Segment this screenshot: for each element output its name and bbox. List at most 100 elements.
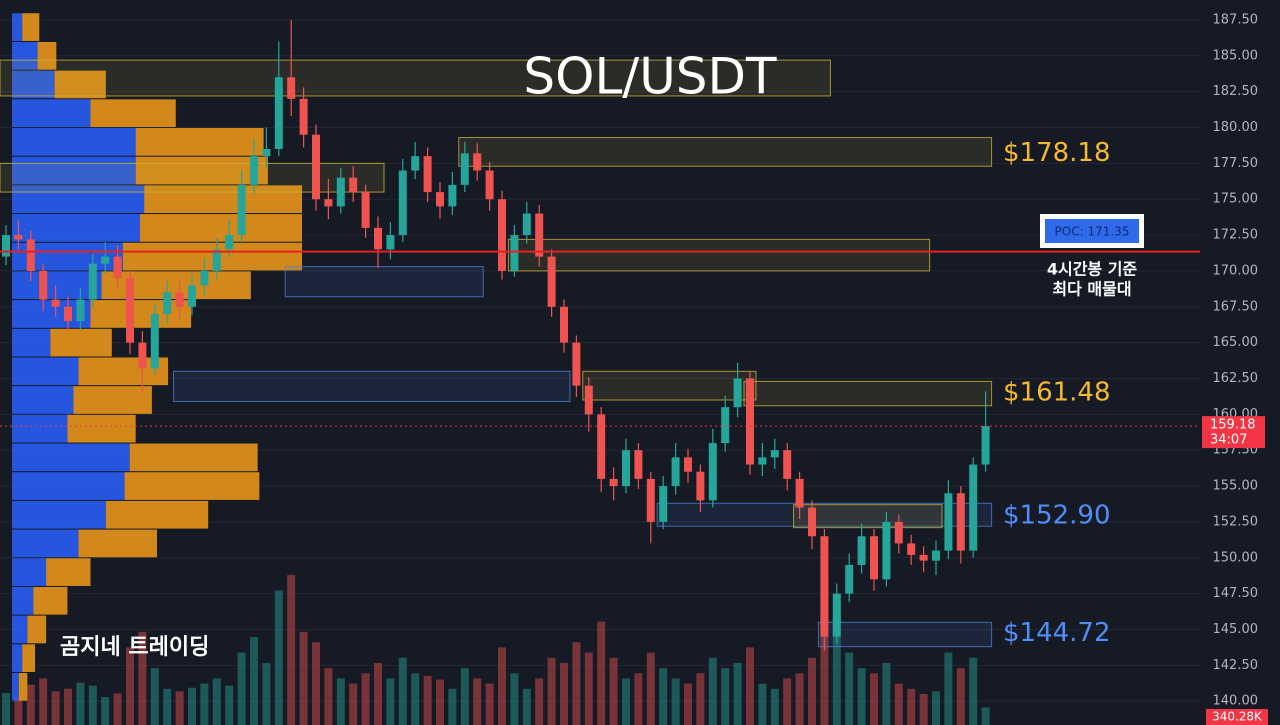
candle-body	[126, 278, 134, 343]
volume-tag	[1206, 709, 1268, 725]
volume-bar	[907, 688, 916, 725]
volume-bar	[188, 687, 196, 725]
profile-buy	[12, 529, 79, 558]
profile-sell	[135, 128, 264, 156]
candle-body	[956, 493, 965, 551]
profile-sell	[46, 558, 91, 586]
annotation: 4시간봉 기준	[1047, 260, 1138, 279]
volume-bar	[708, 657, 717, 725]
candle-body	[163, 292, 172, 314]
volume-bar	[101, 697, 110, 725]
volume-bar	[349, 683, 358, 725]
y-tick-label: 147.50	[1213, 586, 1259, 601]
candle-body	[88, 263, 97, 300]
candle-body	[845, 564, 854, 594]
volume-bar	[783, 678, 792, 725]
volume-bar	[969, 657, 978, 725]
candle-body	[287, 77, 296, 99]
candle-body	[237, 184, 246, 236]
volume-bar	[758, 683, 767, 725]
volume-tag-label: 340.28K	[1212, 710, 1263, 724]
candle-body	[336, 177, 345, 207]
candle-body	[212, 249, 221, 271]
profile-sell	[22, 13, 40, 41]
candle-body	[324, 199, 333, 207]
volume-bar	[150, 668, 159, 725]
profile-buy	[12, 357, 79, 386]
candle-body	[708, 443, 717, 501]
candle-body	[721, 407, 730, 444]
last-price-tag	[1202, 416, 1265, 449]
volume-bar	[113, 693, 122, 725]
candle-body	[584, 385, 593, 415]
candle-body	[250, 156, 258, 185]
volume-bar	[64, 688, 72, 725]
candle-body	[436, 192, 444, 207]
profile-sell	[139, 214, 302, 242]
profile-sell	[73, 386, 152, 414]
volume-bar	[200, 683, 209, 725]
candle-body	[225, 235, 234, 250]
volume-bar	[684, 683, 692, 725]
y-tick-label: 152.50	[1213, 514, 1259, 529]
candle-body	[76, 299, 85, 322]
volume-bar	[746, 647, 754, 725]
candle-body	[374, 227, 382, 250]
candle-body	[398, 170, 407, 236]
volume-bar	[795, 673, 804, 725]
candle-body	[932, 550, 940, 561]
zone	[458, 137, 993, 167]
volume-bar	[832, 616, 841, 725]
candle-body	[150, 313, 159, 369]
watermark: 곰지네 트레이딩	[60, 635, 209, 660]
profile-sell	[144, 185, 302, 214]
candle-body	[684, 457, 692, 472]
profile-sell	[54, 70, 106, 99]
volume-bar	[76, 682, 85, 725]
volume-bar	[274, 590, 283, 725]
volume-bar	[919, 693, 928, 725]
candle-body	[547, 256, 556, 307]
volume-bar	[485, 683, 494, 725]
price-label: $178.18	[1003, 138, 1111, 168]
candle-body	[981, 426, 990, 465]
zone	[817, 621, 993, 648]
y-tick-label: 150.00	[1213, 550, 1259, 565]
volume-bar	[386, 678, 395, 725]
volume-bar	[547, 657, 556, 725]
y-tick-label: 187.50	[1213, 12, 1259, 27]
profile-buy	[12, 185, 145, 214]
candle-body	[274, 77, 283, 150]
volume-bar	[312, 642, 320, 725]
volume-bar	[2, 692, 10, 725]
candle-body	[411, 156, 420, 171]
profile-sell	[129, 443, 258, 472]
candle-body	[101, 256, 110, 264]
y-tick-label: 167.50	[1213, 299, 1259, 314]
zone	[284, 266, 484, 298]
candle-body	[783, 450, 792, 479]
volume-bar	[175, 691, 184, 725]
y-tick-label: 165.00	[1213, 335, 1259, 350]
volume-bar	[262, 662, 271, 725]
candle-body	[746, 378, 754, 465]
candle-body	[659, 486, 668, 522]
volume-bar	[845, 652, 854, 725]
profile-buy	[12, 414, 68, 443]
volume-bar	[622, 678, 630, 725]
volume-bar	[436, 679, 444, 725]
volume-bar	[250, 637, 258, 725]
volume-bar	[597, 621, 606, 725]
profile-sell	[124, 472, 260, 500]
volume-bar	[944, 652, 953, 725]
volume-bar	[26, 684, 35, 725]
volume-bar	[498, 647, 506, 725]
volume-bar	[361, 673, 370, 725]
profile-buy	[12, 586, 34, 615]
volume-bar	[14, 697, 23, 725]
profile-sell	[22, 644, 36, 673]
volume-bar	[770, 688, 779, 725]
y-tick-label: 177.50	[1213, 156, 1259, 171]
